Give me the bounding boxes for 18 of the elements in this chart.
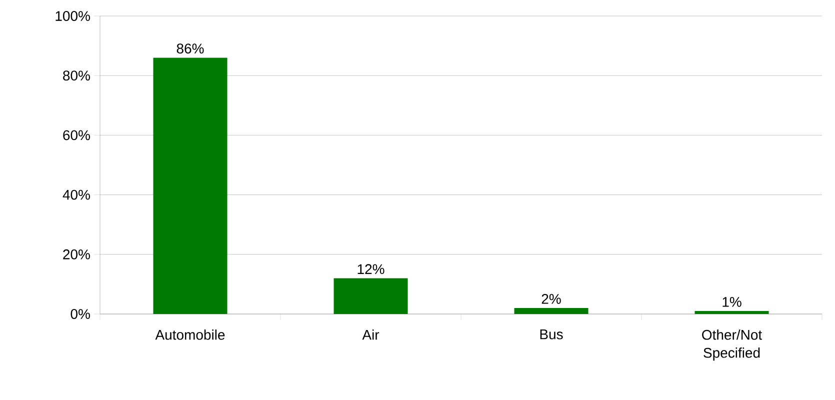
x-tick-label: Air xyxy=(362,330,380,340)
data-label: 2% xyxy=(542,294,561,304)
bar xyxy=(514,308,588,314)
x-tick-label: Other/Not Specified xyxy=(702,330,762,361)
bar xyxy=(334,278,408,314)
data-label: 86% xyxy=(176,44,204,54)
data-label: 1% xyxy=(722,297,742,307)
data-label: 12% xyxy=(358,264,384,274)
y-tick-label: 60% xyxy=(63,130,90,140)
y-tick-label: 80% xyxy=(63,70,90,81)
y-tick-label: 40% xyxy=(62,190,90,200)
y-tick-label: 100% xyxy=(56,11,90,21)
y-tick-label: 20% xyxy=(63,249,90,260)
x-tick-label: Bus xyxy=(540,330,563,340)
y-tick-label: 0% xyxy=(70,309,90,319)
bar xyxy=(153,58,228,314)
x-tick-label: Automobile xyxy=(155,330,225,340)
bar xyxy=(694,311,769,314)
